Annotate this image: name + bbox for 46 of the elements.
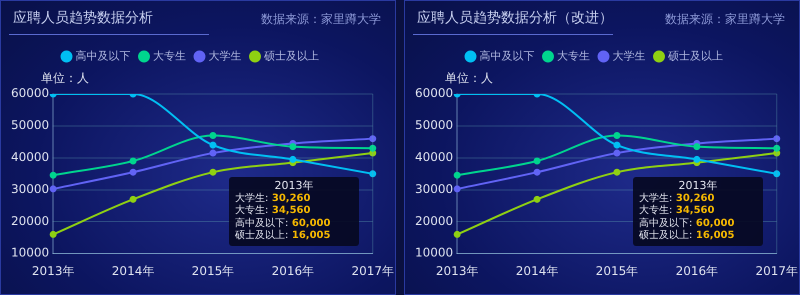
annotation: 2013年 xyxy=(678,179,718,192)
x-tick-label: 2015年 xyxy=(596,264,638,278)
legend-label: 大学生 xyxy=(208,49,242,62)
annotation: 大学生: 30,260 xyxy=(235,192,310,204)
annotation: 大学生: 30,260 xyxy=(639,192,714,204)
y-axis-title: 单位：人 xyxy=(445,70,493,87)
y-tick-label: 40000 xyxy=(414,150,454,164)
annotation: 大专生: 34,560 xyxy=(235,205,310,216)
y-tick-label: 20000 xyxy=(414,214,454,228)
y-tick-label: 30000 xyxy=(10,182,50,196)
annotation: 硕士及以上: 16,005 xyxy=(639,230,734,241)
legend-label: 大专生 xyxy=(557,49,590,62)
x-tick-label: 2016年 xyxy=(676,264,718,278)
y-axis-title: 单位：人 xyxy=(41,70,89,87)
y-tick-label: 60000 xyxy=(414,86,454,100)
annotation: 高中及以下: 60,000 xyxy=(639,218,734,228)
annotation: 大专生: 34,560 xyxy=(639,205,714,216)
x-tick-label: 2014年 xyxy=(516,264,558,278)
y-tick-label: 30000 xyxy=(414,182,454,196)
chart-title: 应聘人员趋势数据分析 xyxy=(13,9,153,27)
y-tick-label: 50000 xyxy=(10,118,50,132)
x-tick-label: 2013年 xyxy=(436,264,478,278)
legend-label: 高中及以下 xyxy=(480,49,534,62)
y-tick-label: 10000 xyxy=(414,246,454,260)
x-tick-label: 2016年 xyxy=(272,264,314,278)
legend-label: 高中及以下 xyxy=(76,49,130,62)
x-tick-label: 2017年 xyxy=(351,264,394,278)
y-tick-label: 10000 xyxy=(10,246,50,260)
y-tick-label: 20000 xyxy=(10,214,50,228)
x-tick-label: 2013年 xyxy=(32,264,74,278)
y-tick-label: 50000 xyxy=(414,118,454,132)
annotation: 2013年 xyxy=(274,179,314,192)
source-note: 数据来源：家里蹲大学 xyxy=(261,11,381,28)
legend-label: 硕士及以上 xyxy=(667,49,723,62)
x-tick-label: 2015年 xyxy=(192,264,234,278)
annotation: 高中及以下: 60,000 xyxy=(235,218,330,228)
legend-label: 硕士及以上 xyxy=(263,49,319,62)
legend-label: 大学生 xyxy=(612,49,646,62)
y-tick-label: 40000 xyxy=(10,150,50,164)
chart-title: 应聘人员趋势数据分析（改进） xyxy=(417,9,613,27)
legend-label: 大专生 xyxy=(153,49,186,62)
x-tick-label: 2017年 xyxy=(755,264,798,278)
x-tick-label: 2014年 xyxy=(112,264,154,278)
source-note: 数据来源：家里蹲大学 xyxy=(665,11,785,28)
annotation: 硕士及以上: 16,005 xyxy=(235,230,330,241)
y-tick-label: 60000 xyxy=(10,86,50,100)
